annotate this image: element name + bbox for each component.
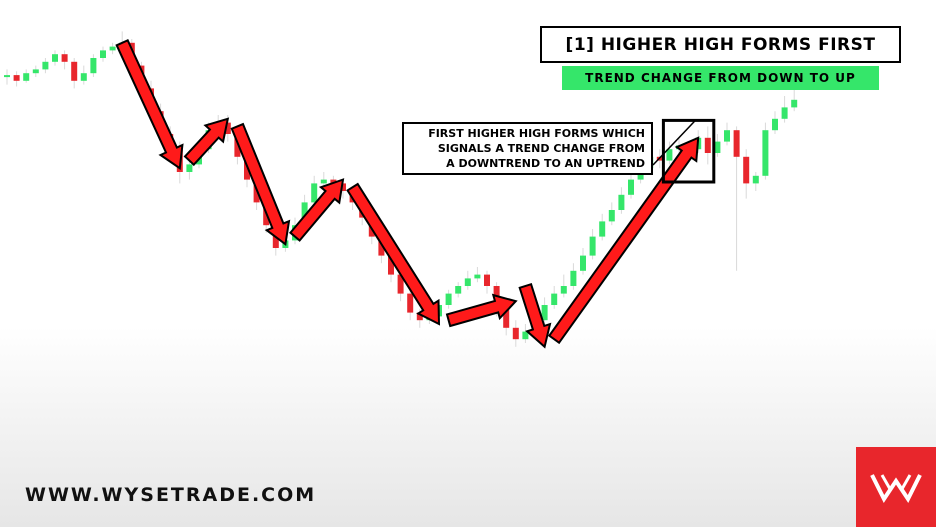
candle	[4, 69, 10, 85]
website-link[interactable]: WWW.WYSETRADE.COM	[25, 484, 317, 506]
candle	[109, 42, 116, 55]
annotation-line: SIGNALS A TREND CHANGE FROM	[437, 142, 645, 155]
candle	[100, 46, 106, 62]
candle	[90, 54, 97, 77]
swing-arrow	[518, 282, 552, 349]
candle	[512, 320, 519, 347]
candle	[608, 202, 615, 226]
swing-arrow	[230, 122, 291, 246]
candle	[61, 50, 68, 70]
candle	[551, 286, 558, 309]
candle	[628, 172, 634, 199]
candle	[80, 65, 87, 85]
candle	[772, 111, 778, 134]
candle	[781, 96, 788, 123]
candle	[42, 58, 49, 74]
candle	[752, 172, 759, 191]
candle	[13, 71, 20, 87]
candle	[791, 88, 798, 112]
candle	[52, 50, 58, 66]
higher-high-highlight-box	[661, 118, 716, 184]
candle	[474, 267, 481, 283]
candle	[580, 248, 586, 275]
candle	[522, 324, 529, 343]
candle	[599, 213, 606, 241]
swing-arrow	[183, 117, 230, 167]
candle	[618, 187, 625, 214]
candle	[541, 297, 548, 324]
candle	[724, 122, 730, 146]
candle	[704, 126, 711, 165]
candle	[445, 289, 452, 309]
candle	[484, 270, 490, 294]
candle	[32, 65, 39, 77]
annotation-connector	[652, 119, 696, 166]
candle	[666, 141, 673, 165]
candle	[464, 270, 471, 290]
candle	[743, 149, 750, 199]
candle	[455, 282, 462, 298]
swing-arrow	[445, 293, 518, 328]
candle	[589, 229, 596, 260]
wysetrade-logo-icon[interactable]	[856, 447, 936, 527]
candle	[311, 175, 318, 207]
candle	[714, 134, 721, 157]
candle	[71, 58, 78, 89]
annotation-callout: FIRST HIGHER HIGH FORMS WHICH SIGNALS A …	[402, 122, 653, 175]
candle	[762, 122, 769, 180]
swing-arrow	[547, 136, 700, 345]
annotation-line: A DOWNTREND TO AN UPTREND	[446, 157, 645, 170]
annotation-line: FIRST HIGHER HIGH FORMS WHICH	[428, 127, 645, 140]
swing-arrow	[288, 178, 345, 242]
candle	[733, 126, 740, 271]
candle	[23, 69, 30, 83]
candle	[570, 263, 577, 290]
swing-arrow	[346, 182, 441, 326]
candle	[560, 274, 567, 298]
chart-title: [1] HIGHER HIGH FORMS FIRST	[540, 26, 901, 63]
candle	[407, 286, 414, 321]
swing-arrow	[115, 38, 184, 170]
chart-subtitle: TREND CHANGE FROM DOWN TO UP	[562, 66, 879, 90]
